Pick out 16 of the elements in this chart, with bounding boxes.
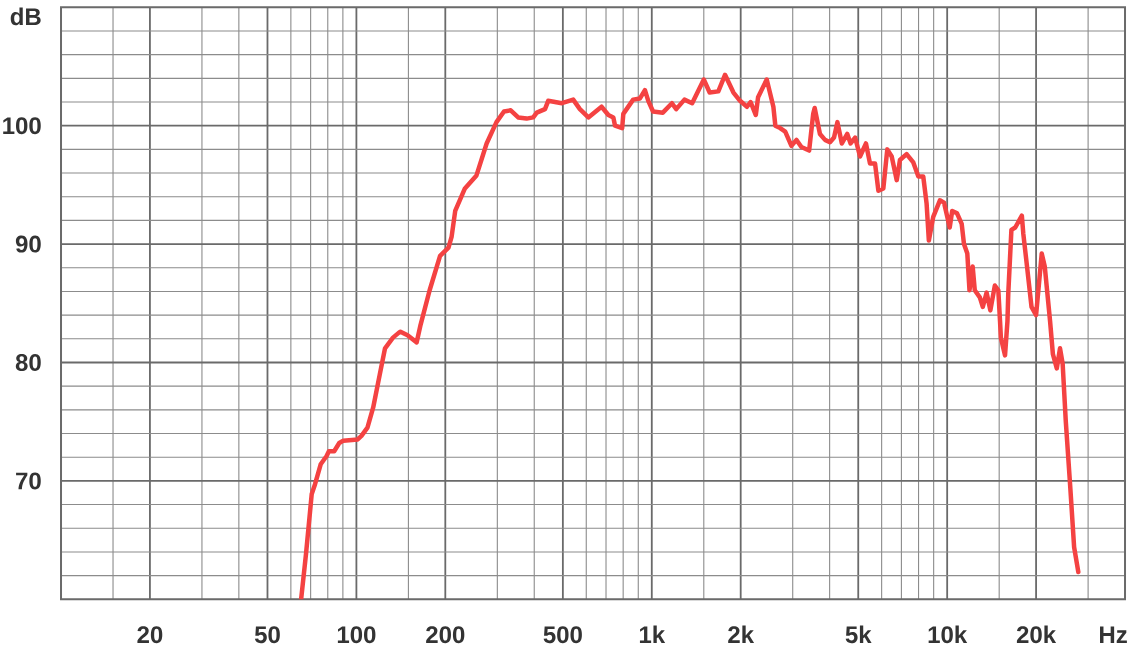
- x-tick-label: 200: [426, 626, 465, 644]
- x-tick-label: 10k: [928, 625, 968, 644]
- x-tick-label: 500: [543, 626, 582, 644]
- x-tick-label: 1k: [639, 625, 666, 643]
- x-tick-label: 100: [337, 626, 376, 644]
- x-axis-title: Hz: [1100, 626, 1127, 643]
- x-tick-label: 50: [254, 626, 280, 644]
- y-tick-label: 90: [15, 235, 41, 253]
- y-axis-title: dB: [10, 7, 41, 26]
- x-tick-label: 20k: [1016, 625, 1057, 644]
- x-tick-label: 5k: [845, 625, 872, 644]
- x-tick-label: 2k: [728, 625, 755, 643]
- x-tick-label: 20: [137, 626, 163, 644]
- y-tick-label: 70: [16, 472, 41, 490]
- y-tick-label: 80: [15, 353, 41, 371]
- y-tick-label: 100: [3, 117, 41, 135]
